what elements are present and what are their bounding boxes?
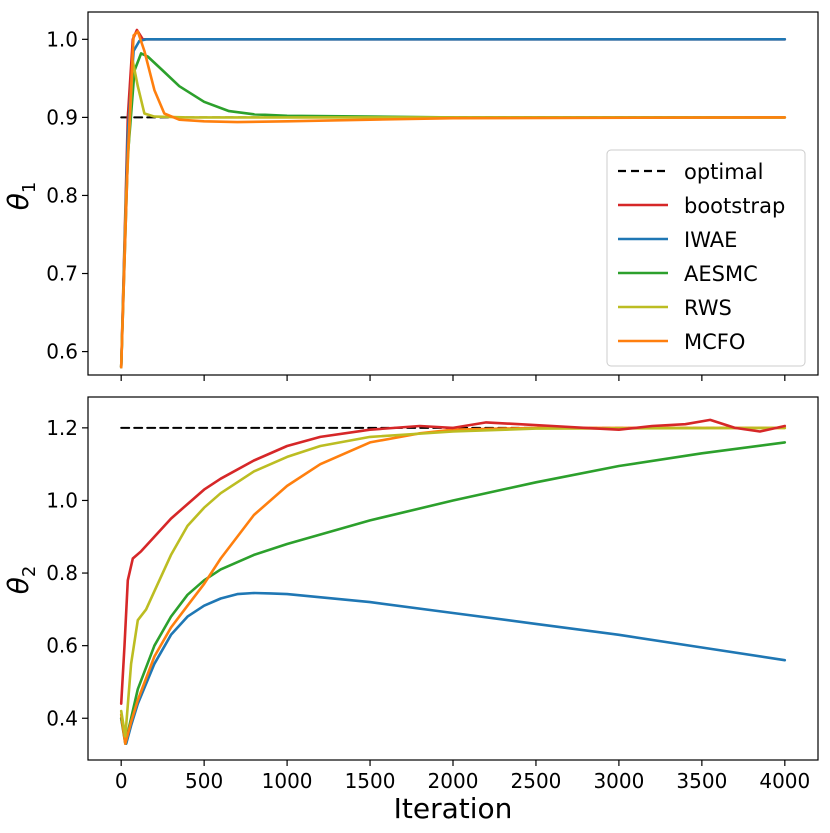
top-y-tick-label: 0.7 — [46, 262, 78, 286]
legend-label-mcfo: MCFO — [684, 330, 745, 354]
legend: optimal bootstrap IWAE AESMC RWS MCFO — [606, 149, 806, 367]
bottom-y-axis-title-subscript: 2 — [19, 566, 40, 577]
bottom-y-tick-label: 1.2 — [46, 416, 78, 440]
top-series-group — [119, 28, 787, 369]
top-y-tick-label: 0.8 — [46, 183, 78, 207]
top-y-tick-label: 0.9 — [46, 105, 78, 129]
bottom-series-group — [119, 418, 787, 746]
bottom-x-tick-label: 3000 — [593, 769, 644, 793]
bottom-x-ticks: 0 500 1000 1500 2000 2500 3000 3500 4000 — [115, 760, 810, 793]
legend-label-iwae: IWAE — [684, 228, 737, 252]
bottom-y-axis-title-text: θ — [2, 577, 35, 594]
bottom-series-line-rws — [119, 426, 787, 738]
bottom-y-tick-label: 0.8 — [46, 561, 78, 585]
bottom-y-tick-label: 0.6 — [46, 634, 78, 658]
bottom-x-tick-label: 3500 — [676, 769, 727, 793]
top-panel: 0.6 0.7 0.8 0.9 1.0 θ1 optimal bootstrap IWAE A… — [2, 11, 819, 381]
x-axis-title: Iteration — [394, 792, 513, 825]
top-y-tick-label: 0.6 — [46, 340, 78, 364]
top-y-ticks: 0.6 0.7 0.8 0.9 1.0 — [46, 27, 88, 364]
top-series-line-mcfo — [119, 30, 787, 369]
bottom-series-line-iwae — [119, 591, 787, 746]
bottom-x-tick-label: 2000 — [428, 769, 479, 793]
bottom-panel: 0 500 1000 1500 2000 2500 3000 3500 4000 0.40.60… — [2, 396, 819, 825]
legend-label-bootstrap: bootstrap — [684, 194, 785, 218]
bottom-y-tick-label: 1.0 — [46, 488, 78, 512]
legend-entries: optimal bootstrap IWAE AESMC RWS MCFO — [618, 160, 785, 354]
bottom-x-tick-label: 1500 — [345, 769, 396, 793]
bottom-series-line-mcfo — [119, 426, 787, 746]
bottom-y-ticks: 0.4 0.6 0.8 1.0 1.2 — [46, 416, 88, 730]
bottom-y-tick-label: 0.4 — [46, 706, 78, 730]
legend-label-aesmc: AESMC — [684, 262, 758, 286]
top-y-axis-title-subscript: 1 — [19, 182, 40, 193]
bottom-series-line-aesmc — [119, 441, 787, 746]
top-y-axis-title-text: θ — [2, 193, 35, 210]
top-y-tick-label: 1.0 — [46, 27, 78, 51]
bottom-y-axis-title: θ2 — [2, 566, 40, 595]
bottom-x-tick-label: 500 — [185, 769, 223, 793]
top-x-ticks — [120, 375, 786, 381]
top-y-axis-title: θ1 — [2, 182, 40, 211]
bottom-series-line-bootstrap — [119, 418, 787, 706]
bottom-x-tick-label: 1000 — [262, 769, 313, 793]
bottom-x-tick-label: 2500 — [511, 769, 562, 793]
legend-label-rws: RWS — [684, 296, 732, 320]
legend-label-optimal: optimal — [684, 160, 763, 184]
bottom-x-tick-label: 4000 — [759, 769, 810, 793]
bottom-x-tick-label: 0 — [115, 769, 128, 793]
